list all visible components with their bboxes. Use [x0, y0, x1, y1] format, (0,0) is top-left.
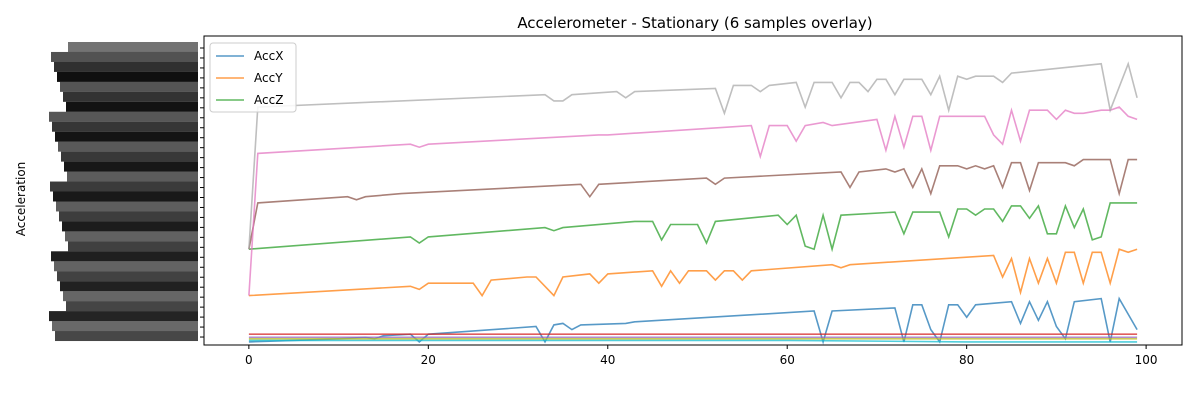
y-tick-label-clutter: [54, 261, 198, 272]
series-line-accx: [248, 296, 1138, 345]
legend-label-accx: AccX: [254, 49, 283, 63]
y-tick-label-clutter: [57, 271, 198, 282]
y-tick-label-clutter: [66, 301, 198, 312]
y-tick-label-clutter: [55, 131, 198, 142]
y-tick-label-clutter: [49, 111, 198, 122]
x-tick-label: 40: [600, 353, 615, 367]
y-tick-label-clutter: [50, 181, 198, 192]
y-tick-label-clutter: [64, 161, 198, 172]
x-tick-label: 100: [1135, 353, 1158, 367]
illegible-y-tick-labels: [49, 42, 204, 342]
y-tick-label-clutter: [51, 251, 198, 262]
y-tick-label-clutter: [59, 211, 198, 222]
series-line-accy: [248, 248, 1138, 298]
y-tick-label-clutter: [51, 51, 198, 62]
y-tick-label-clutter: [62, 221, 198, 232]
series-line-accz: [248, 202, 1138, 253]
y-tick-label-clutter: [68, 42, 198, 52]
y-tick-label-clutter: [68, 241, 198, 252]
x-axis-ticks: 0 20 40 60 80 100: [245, 345, 1158, 367]
y-tick-label-clutter: [52, 121, 198, 132]
y-tick-label-clutter: [53, 191, 198, 202]
legend-label-accy: AccY: [254, 71, 283, 85]
plot-frame: [203, 35, 1183, 346]
chart-title: Accelerometer - Stationary (6 samples ov…: [517, 14, 872, 32]
y-tick-label-clutter: [61, 151, 198, 162]
y-axis-label: Acceleration: [14, 162, 28, 237]
y-tick-label-clutter: [54, 61, 198, 72]
y-tick-label-clutter: [57, 71, 198, 82]
x-tick-label: 60: [780, 353, 795, 367]
series-line-4: [248, 158, 1138, 250]
x-tick-label: 20: [421, 353, 436, 367]
y-tick-label-clutter: [63, 291, 198, 302]
x-tick-label: 80: [959, 353, 974, 367]
y-tick-label-clutter: [58, 141, 198, 152]
y-tick-label-clutter: [60, 81, 198, 92]
legend-label-accz: AccZ: [254, 93, 283, 107]
series-layer: [248, 61, 1138, 345]
y-tick-label-clutter: [60, 281, 198, 292]
y-tick-label-clutter: [63, 91, 198, 102]
y-tick-label-clutter: [49, 311, 198, 322]
y-tick-label-clutter: [56, 201, 198, 212]
y-tick-label-clutter: [52, 321, 198, 332]
y-tick-label-clutter: [65, 231, 198, 242]
series-line-9: [248, 339, 1138, 343]
x-tick-label: 0: [245, 353, 253, 367]
y-tick-label-clutter: [66, 101, 198, 112]
series-line-6: [248, 61, 1138, 250]
series-line-5: [248, 106, 1138, 296]
y-tick-label-clutter: [55, 331, 198, 342]
legend-box: [209, 42, 297, 113]
y-tick-label-clutter: [67, 171, 198, 182]
legend: AccX AccY AccZ: [209, 42, 297, 113]
